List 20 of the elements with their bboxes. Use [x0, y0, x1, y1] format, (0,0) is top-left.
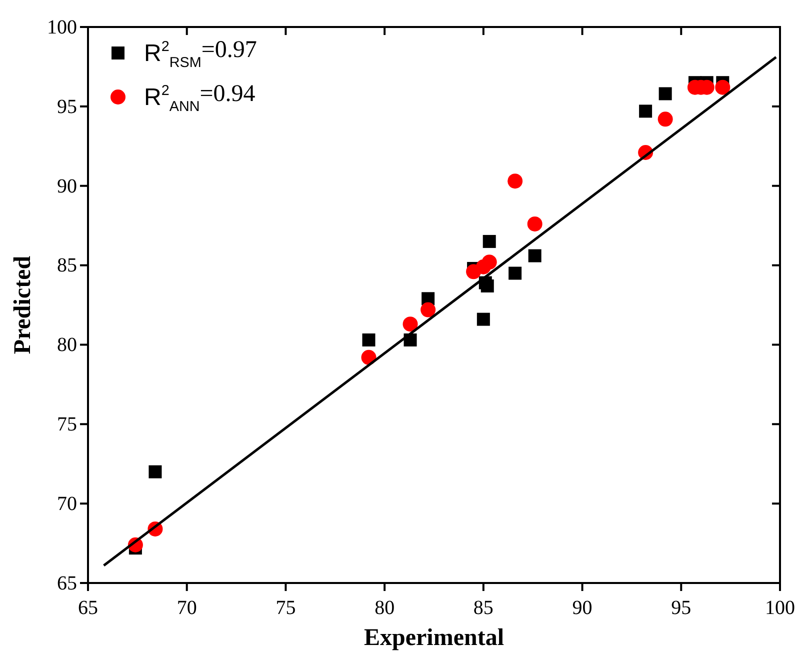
y-tick-label: 75 [57, 414, 77, 436]
y-tick-label: 85 [57, 254, 77, 277]
x-tick-label: 90 [572, 597, 592, 619]
x-tick-label: 95 [671, 597, 692, 619]
x-tick-label: 80 [374, 597, 395, 619]
y-tick-label: 70 [57, 492, 77, 515]
x-axis-title: Experimental [364, 625, 504, 651]
x-tick-label: 70 [176, 597, 197, 619]
y-tick-label: 80 [57, 334, 77, 356]
y-axis-title: Predicted [10, 255, 36, 354]
y-tick-label: 95 [57, 96, 77, 118]
y-tick-label: 65 [57, 572, 77, 594]
x-tick-label: 75 [276, 597, 296, 619]
legend-label: R$^{2}$$_{ANN}$=0.94 [144, 81, 256, 115]
x-tick-label: 85 [473, 597, 494, 619]
x-tick-label: 100 [765, 597, 795, 619]
y-tick-label: 90 [57, 175, 77, 198]
x-tick-label: 65 [78, 597, 98, 619]
y-tick-label: 100 [47, 16, 77, 38]
legend-label: R$^{2}$$_{RSM}$=0.97 [144, 37, 257, 71]
